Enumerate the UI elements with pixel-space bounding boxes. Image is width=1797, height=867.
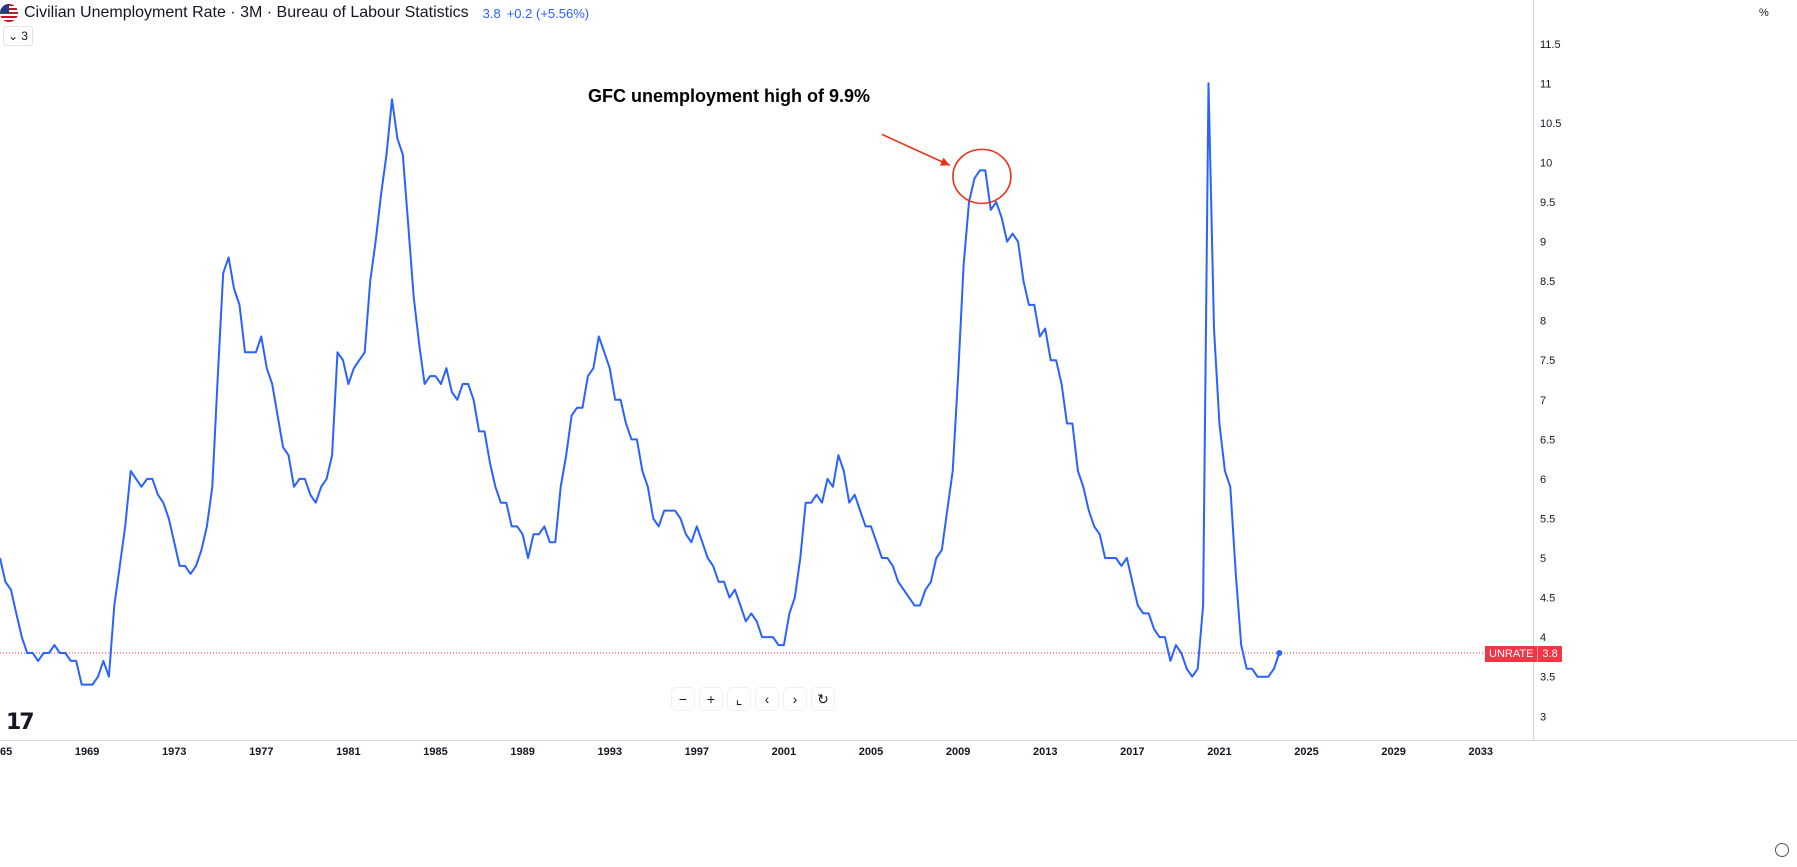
y-tick-label: 6 <box>1540 474 1546 486</box>
annotation-text[interactable]: GFC unemployment high of 9.9% <box>588 86 871 106</box>
x-tick-label: 2001 <box>772 746 796 758</box>
x-tick-label: 1989 <box>510 746 534 758</box>
x-tick-label: 1969 <box>75 746 99 758</box>
x-tick-label: 2013 <box>1033 746 1057 758</box>
y-tick-label: 7 <box>1540 395 1546 407</box>
annotation-arrow[interactable] <box>881 133 951 167</box>
y-tick-label: 8 <box>1540 316 1546 328</box>
x-tick-label: 2033 <box>1468 746 1492 758</box>
x-axis: 1965 1969 1973 1977 1981 1985 1989 1993 1997 2001… <box>0 746 1493 758</box>
scroll-left-button[interactable]: ‹ <box>756 688 778 710</box>
x-tick-label: 1997 <box>685 746 709 758</box>
chart-toolbar: − + ⌞ ‹ › ↻ <box>672 688 834 710</box>
y-tick-label: 7.5 <box>1540 355 1555 367</box>
y-tick-label: 3.5 <box>1540 672 1555 684</box>
y-axis: 3 3.5 4 4.5 5 5.5 6 6.5 7 7.5 8 8.5 9 9.5 10 10.5 11 11.5 <box>1540 39 1561 723</box>
annotation-circle[interactable] <box>952 148 1012 205</box>
chart-title: Civilian Unemployment Rate · 3M · Bureau… <box>24 4 469 21</box>
last-data-point <box>1276 649 1283 656</box>
y-tick-label: 5 <box>1540 553 1546 565</box>
x-tick-label: 2017 <box>1120 746 1144 758</box>
zoom-in-button[interactable]: + <box>700 688 722 710</box>
annotation-shapes <box>881 133 1012 205</box>
us-flag-icon <box>0 4 18 22</box>
badge-value: 3.8 <box>1538 646 1562 662</box>
scroll-right-button[interactable]: › <box>784 688 806 710</box>
y-tick-label: 8.5 <box>1540 276 1555 288</box>
chart-header: Civilian Unemployment Rate · 3M · Bureau… <box>0 3 589 23</box>
legend-collapse-button[interactable]: ⌄ 3 <box>3 26 33 46</box>
price-axis-unit: % <box>1759 7 1769 19</box>
badge-separator <box>1537 646 1539 662</box>
x-tick-label: 1993 <box>597 746 621 758</box>
y-tick-label: 9 <box>1540 237 1546 249</box>
y-tick-label: 10.5 <box>1540 118 1561 130</box>
x-tick-label: 2021 <box>1207 746 1231 758</box>
x-tick-label: 2029 <box>1381 746 1405 758</box>
collapse-count: 3 <box>21 29 28 43</box>
y-tick-label: 5.5 <box>1540 513 1555 525</box>
reset-scale-button[interactable]: ⌞ <box>728 688 750 710</box>
x-tick-label: 1965 <box>0 746 12 758</box>
y-tick-label: 11.5 <box>1540 39 1561 51</box>
tradingview-logo[interactable]: 17 <box>6 710 35 735</box>
y-tick-label: 6.5 <box>1540 434 1555 446</box>
data-points <box>1276 649 1283 656</box>
x-tick-label: 1981 <box>336 746 360 758</box>
x-tick-label: 2005 <box>859 746 883 758</box>
y-tick-label: 9.5 <box>1540 197 1555 209</box>
chevron-down-icon: ⌄ <box>8 29 19 43</box>
last-value-badge: UNRATE 3.8 <box>1485 646 1562 662</box>
y-tick-label: 11 <box>1540 78 1551 90</box>
y-tick-label: 3 <box>1540 711 1546 723</box>
zoom-out-button[interactable]: − <box>672 688 694 710</box>
arrow-head-icon <box>939 157 950 166</box>
y-tick-label: 4.5 <box>1540 593 1555 605</box>
change-value: +0.2 (+5.56%) <box>506 5 590 21</box>
x-tick-label: 1973 <box>162 746 186 758</box>
reset-chart-button[interactable]: ↻ <box>812 688 834 710</box>
last-value: 3.8 <box>482 5 501 21</box>
series-line-unrate <box>0 82 1281 686</box>
x-tick-label: 1985 <box>423 746 447 758</box>
x-tick-label: 2025 <box>1294 746 1318 758</box>
y-tick-label: 4 <box>1540 632 1546 644</box>
badge-symbol: UNRATE <box>1485 646 1538 662</box>
x-tick-label: 1977 <box>249 746 273 758</box>
y-tick-label: 10 <box>1540 157 1552 169</box>
x-tick-label: 2009 <box>946 746 970 758</box>
settings-gear-icon[interactable] <box>1775 843 1789 857</box>
